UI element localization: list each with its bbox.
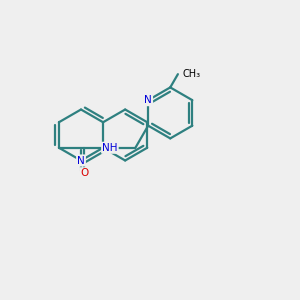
Text: N: N	[77, 155, 85, 166]
Text: NH: NH	[102, 143, 118, 153]
Text: N: N	[144, 95, 152, 105]
Text: CH₃: CH₃	[182, 69, 200, 79]
Text: O: O	[80, 168, 88, 178]
